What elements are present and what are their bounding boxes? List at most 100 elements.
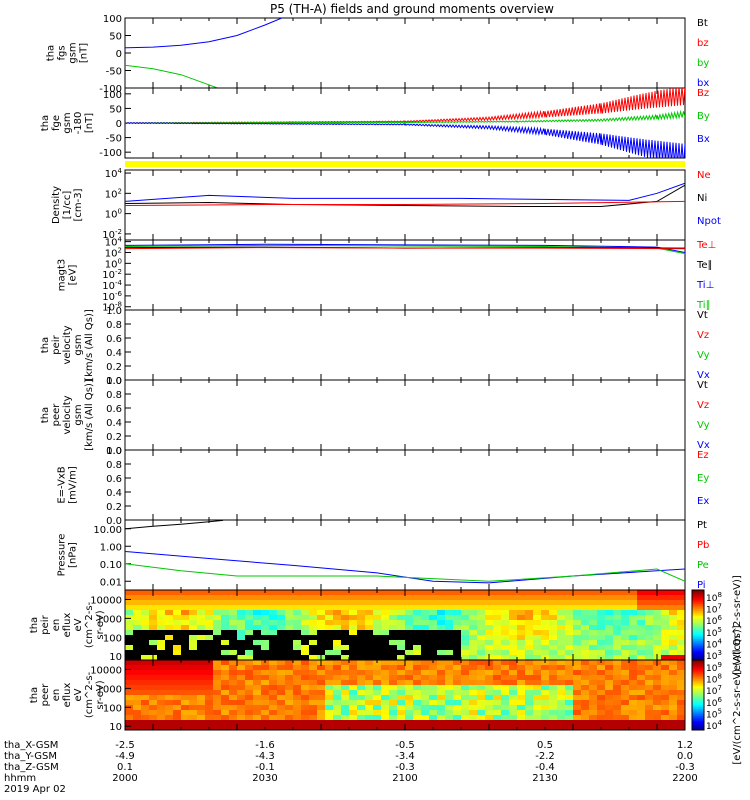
spectrogram-cell [405,615,414,621]
spectrogram-cell [293,690,302,696]
spectrogram-cell [301,690,310,696]
spectrogram-cell [469,670,478,676]
spectrogram-cell [165,680,174,686]
spectrogram-cell [597,645,606,651]
spectrogram-cell [581,635,590,641]
spectrogram-cell [557,675,566,681]
spectrogram-cell [501,670,510,676]
spectrogram-cell [645,600,654,606]
spectrogram-cell [253,610,262,616]
colorbar-segment [692,614,704,617]
spectrogram-cell [277,725,286,731]
spectrogram-cell [661,690,670,696]
colorbar-segment [692,716,704,719]
spectrogram-cell [373,600,382,606]
spectrogram-cell [661,685,670,691]
spectrogram-cell [613,620,622,626]
spectrogram-cell [533,615,542,621]
spectrogram-cell [509,680,518,686]
spectrogram-cell [189,660,198,666]
spectrogram-cell [661,710,670,716]
spectrogram-cell [125,590,134,596]
spectrogram-cell [421,660,430,666]
spectrogram-cell [205,705,214,711]
spectrogram-cell [229,670,238,676]
spectrogram-cell [397,600,406,606]
spectrogram-cell [669,655,678,661]
spectrogram-cell [349,615,358,621]
spectrogram-cell [461,615,470,621]
y-tick-label: 50 [109,104,122,115]
spectrogram-cell [581,665,590,671]
spectrogram-cell [501,715,510,721]
spectrogram-cell [573,630,582,636]
spectrogram-cell [437,630,446,636]
spectrogram-cell [253,605,262,611]
spectrogram-cell [197,720,206,726]
spectrogram-cell [301,660,310,666]
spectrogram-cell [213,720,222,726]
spectrogram-cell [565,675,574,681]
y-tick-label: 0.10 [100,560,122,571]
spectrogram-cell [669,620,678,626]
spectrogram-cell [389,680,398,686]
spectrogram-cell [293,650,302,656]
spectrogram-cell [525,590,534,596]
spectrogram-cell [677,595,686,601]
colorbar-segment [692,712,704,715]
spectrogram-cell [509,720,518,726]
spectrogram-cell [453,665,462,671]
spectrogram-cell [621,670,630,676]
colorbar-segment [692,658,704,661]
spectrogram-cell [349,650,358,656]
colorbar-segment [692,632,704,635]
y-tick-label: 0.4 [106,418,122,429]
spectrogram-cell [509,685,518,691]
spectrogram-cell [293,665,302,671]
spectrogram-cell [525,615,534,621]
spectrogram-cell [413,690,422,696]
series-line [125,563,685,582]
spectrogram-cell [597,630,606,636]
spectrogram-cell [325,675,334,681]
spectrogram-cell [245,590,254,596]
spectrogram-cell [133,670,142,676]
spectrogram-cell [333,620,342,626]
spectrogram-cell [157,670,166,676]
spectrogram-cell [581,655,590,661]
spectrogram-cell [157,725,166,731]
spectrogram-cell [637,625,646,631]
spectrogram-cell [285,650,294,656]
spectrogram-cell [253,630,262,636]
spectrogram-cell [333,650,342,656]
spectrogram-cell [261,690,270,696]
spectrogram-cell [557,690,566,696]
panel-frame [124,17,686,89]
spectrogram-cell [445,665,454,671]
spectrogram-cell [253,705,262,711]
spectrogram-cell [469,655,478,661]
spectrogram-cell [557,705,566,711]
spectrogram-cell [453,700,462,706]
spectrogram-cell [285,590,294,596]
spectrogram-cell [621,595,630,601]
spectrogram-cell [445,645,454,651]
spectrogram-cell [253,655,262,661]
spectrogram-cell [621,675,630,681]
spectrogram-cell [461,645,470,651]
spectrogram-cell [365,680,374,686]
spectrogram-cell [485,605,494,611]
spectrogram-cell [181,720,190,726]
spectrogram-cell [165,655,174,661]
spectrogram-cell [229,710,238,716]
spectrogram-cell [461,690,470,696]
colorbar-segment [692,686,704,689]
spectrogram-cell [309,620,318,626]
spectrogram-cell [325,630,334,636]
spectrogram-cell [269,600,278,606]
spectrogram-cell [237,625,246,631]
spectrogram-cell [645,620,654,626]
spectrogram-cell [677,680,686,686]
spectrogram-cell [541,605,550,611]
